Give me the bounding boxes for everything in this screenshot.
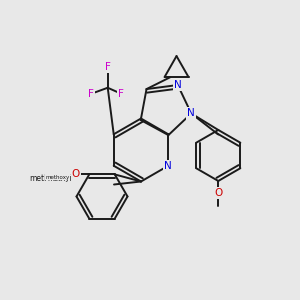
Text: F: F [105, 62, 111, 72]
Text: methyl: methyl [47, 176, 71, 182]
Text: methoxy: methoxy [46, 175, 70, 180]
Text: O: O [72, 169, 80, 179]
Text: F: F [118, 89, 124, 99]
Text: O: O [214, 188, 222, 198]
Text: methyl: methyl [29, 174, 56, 183]
Text: F: F [88, 89, 94, 99]
Text: N: N [174, 80, 182, 90]
Text: N: N [164, 161, 172, 171]
Text: N: N [188, 109, 195, 118]
